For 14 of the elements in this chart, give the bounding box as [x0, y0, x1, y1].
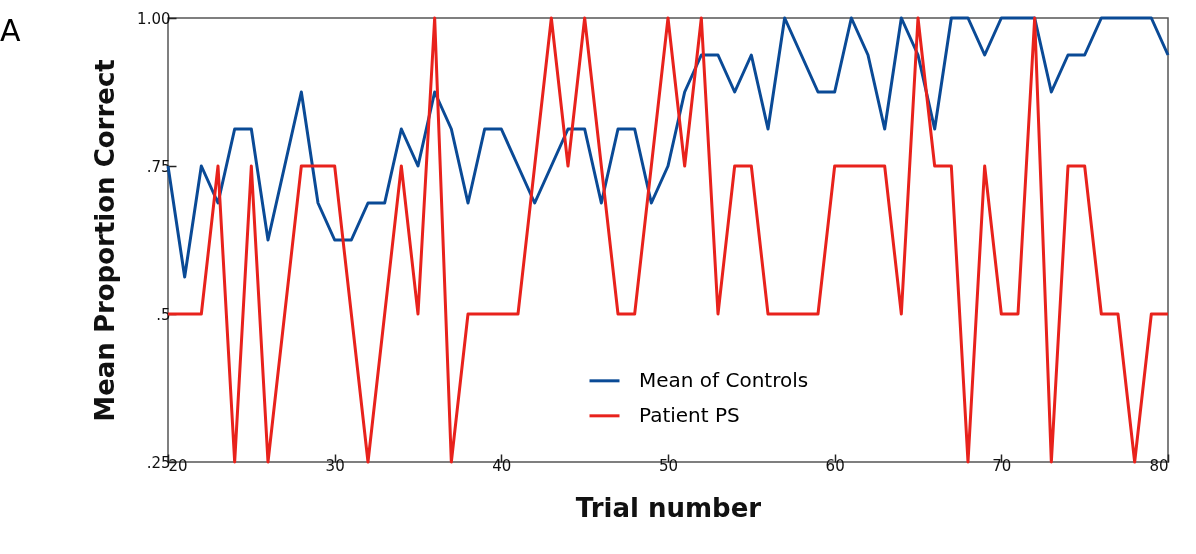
x-tick-label: 40 [492, 456, 512, 475]
chart-title: A [0, 13, 21, 48]
y-tick-label: 1.00 [137, 9, 171, 28]
y-tick-label: .5 [156, 305, 171, 324]
x-axis-title: Trial number [575, 492, 762, 523]
x-tick-label: 80 [1149, 456, 1169, 475]
x-tick-label: 70 [992, 456, 1012, 475]
x-tick-label: 50 [658, 456, 679, 475]
x-tick-label: 60 [825, 456, 845, 475]
legend-label: Mean of Controls [639, 367, 809, 392]
x-tick-label: 30 [325, 456, 345, 475]
legend-label: Patient PS [639, 402, 740, 427]
x-tick-label: 20 [168, 456, 188, 475]
y-axis-title: Mean Proportion Correct [90, 59, 121, 422]
